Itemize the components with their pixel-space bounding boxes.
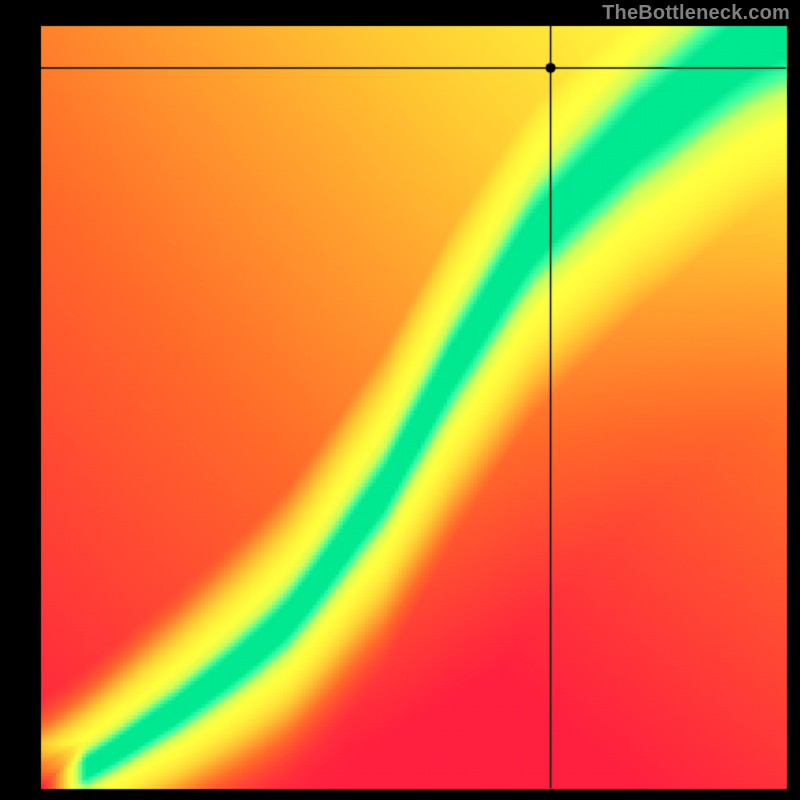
watermark-text: TheBottleneck.com [602,2,790,25]
chart-stage: TheBottleneck.com [0,0,800,800]
heatmap-canvas [0,0,800,800]
